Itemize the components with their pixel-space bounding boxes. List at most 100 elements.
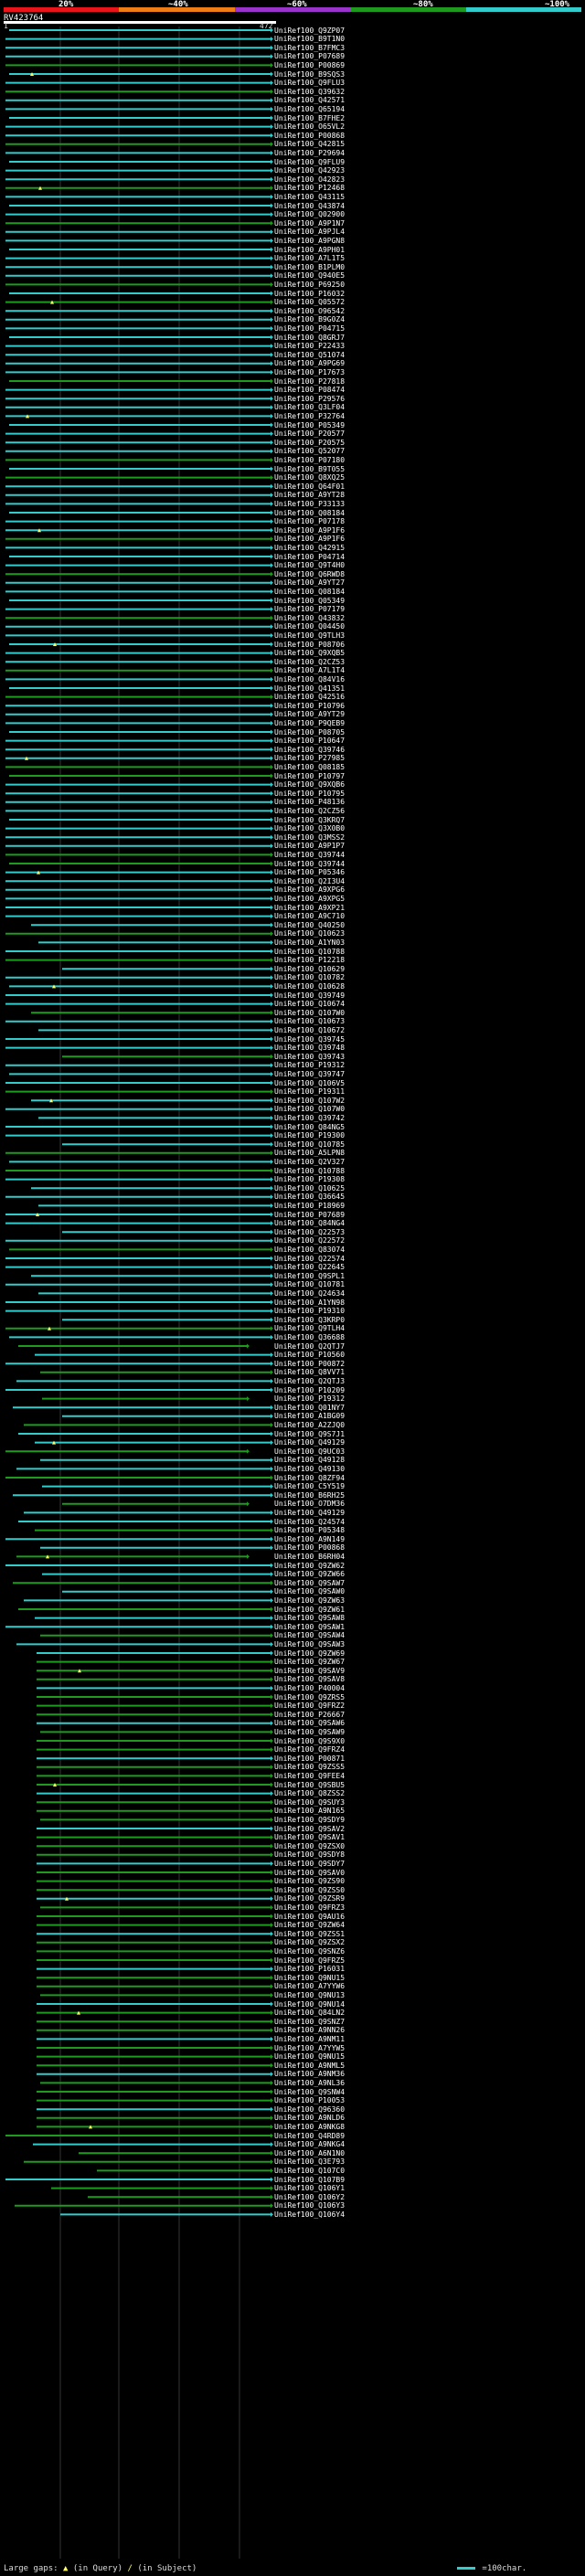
hit-label[interactable]: UniRef100_Q39749: [274, 991, 346, 1000]
hit-label[interactable]: UniRef100_Q05572: [274, 298, 346, 307]
hit-label[interactable]: UniRef100_Q22574: [274, 1254, 346, 1263]
hit-label[interactable]: UniRef100_Q9SNZ7: [274, 2017, 346, 2026]
hit-label[interactable]: UniRef100_P29576: [274, 394, 346, 403]
hit-label[interactable]: UniRef100_A9NKG8: [274, 2122, 346, 2131]
hit-label[interactable]: UniRef100_B9SQS3: [274, 69, 346, 79]
hit-label[interactable]: UniRef100_Q9ZP07: [274, 26, 346, 35]
hit-label[interactable]: UniRef100_P33133: [274, 499, 346, 508]
hit-label[interactable]: UniRef100_Q9ZW66: [274, 1570, 346, 1579]
hit-label[interactable]: UniRef100_P07179: [274, 605, 346, 614]
hit-label[interactable]: UniRef100_Q42815: [274, 140, 346, 149]
hit-label[interactable]: UniRef100_P10560: [274, 1351, 346, 1360]
hit-label[interactable]: UniRef100_A9XPG6: [274, 885, 346, 895]
hit-label[interactable]: UniRef100_Q9SBU5: [274, 1780, 346, 1789]
hit-label[interactable]: UniRef100_A2ZJQ0: [274, 1420, 346, 1429]
hit-label[interactable]: UniRef100_Q10625: [274, 1183, 346, 1193]
hit-label[interactable]: UniRef100_P17673: [274, 367, 346, 376]
hit-label[interactable]: UniRef100_P18969: [274, 1201, 346, 1210]
hit-label[interactable]: UniRef100_Q84LN2: [274, 2009, 346, 2018]
hit-label[interactable]: UniRef100_Q40250: [274, 920, 346, 929]
hit-label[interactable]: UniRef100_Q08184: [274, 508, 346, 517]
hit-label[interactable]: UniRef100_Q9ZW62: [274, 1561, 346, 1570]
hit-label[interactable]: UniRef100_P27985: [274, 754, 346, 763]
hit-label[interactable]: UniRef100_Q41351: [274, 684, 346, 693]
hit-label[interactable]: UniRef100_P16032: [274, 289, 346, 298]
hit-label[interactable]: UniRef100_Q9ZW61: [274, 1605, 346, 1614]
hit-label[interactable]: UniRef100_P00872: [274, 1359, 346, 1368]
hit-label[interactable]: UniRef100_A6N1N0: [274, 2148, 346, 2157]
hit-label[interactable]: UniRef100_Q08184: [274, 587, 346, 596]
hit-label[interactable]: UniRef100_Q65194: [274, 104, 346, 113]
hit-label[interactable]: UniRef100_Q106Y1: [274, 2184, 346, 2193]
hit-label[interactable]: UniRef100_P9QEB9: [274, 718, 346, 727]
hit-label[interactable]: UniRef100_Q107W2: [274, 1096, 346, 1105]
hit-label[interactable]: UniRef100_Q83074: [274, 1245, 346, 1254]
hit-label[interactable]: UniRef100_B9T055: [274, 464, 346, 473]
hit-label[interactable]: UniRef100_Q9SAW3: [274, 1639, 346, 1648]
hit-label[interactable]: UniRef100_Q9ZW63: [274, 1595, 346, 1605]
hit-label[interactable]: UniRef100_P10053: [274, 2096, 346, 2105]
hit-label[interactable]: UniRef100_Q08185: [274, 762, 346, 771]
hit-label[interactable]: UniRef100_Q42915: [274, 543, 346, 552]
hit-label[interactable]: UniRef100_Q9FLU9: [274, 157, 346, 166]
hit-label[interactable]: UniRef100_Q9ZW69: [274, 1648, 346, 1658]
hit-label[interactable]: UniRef100_P27818: [274, 376, 346, 386]
hit-label[interactable]: UniRef100_Q3KRQ7: [274, 815, 346, 824]
hit-label[interactable]: UniRef100_Q2CZ56: [274, 806, 346, 815]
hit-label[interactable]: UniRef100_P20575: [274, 438, 346, 447]
hit-label[interactable]: UniRef100_A9P1N7: [274, 218, 346, 228]
hit-label[interactable]: UniRef100_Q106Y2: [274, 2192, 346, 2201]
hit-label[interactable]: UniRef100_P12218: [274, 956, 346, 965]
hit-label[interactable]: UniRef100_P04714: [274, 552, 346, 561]
hit-label[interactable]: UniRef100_Q39744: [274, 859, 346, 868]
hit-label[interactable]: UniRef100_B1PLM0: [274, 262, 346, 271]
hit-label[interactable]: UniRef100_Q107W0: [274, 1008, 346, 1017]
hit-label[interactable]: UniRef100_B9T1N0: [274, 35, 346, 44]
hit-label[interactable]: UniRef100_Q39744: [274, 850, 346, 859]
hit-label[interactable]: UniRef100_Q9ZSX2: [274, 1938, 346, 1947]
hit-label[interactable]: UniRef100_Q9NU15: [274, 2052, 346, 2062]
hit-label[interactable]: UniRef100_Q43874: [274, 201, 346, 210]
hit-label[interactable]: UniRef100_P40004: [274, 1683, 346, 1692]
hit-label[interactable]: UniRef100_P04715: [274, 323, 346, 333]
hit-label[interactable]: UniRef100_P08706: [274, 640, 346, 649]
hit-label[interactable]: UniRef100_Q9SDY8: [274, 1850, 346, 1860]
hit-label[interactable]: UniRef100_Q9SNZ6: [274, 1946, 346, 1956]
hit-label[interactable]: UniRef100_Q9SAW6: [274, 1719, 346, 1728]
hit-label[interactable]: UniRef100_Q9SAW9: [274, 1727, 346, 1736]
hit-label[interactable]: UniRef100_Q9SAV9: [274, 1666, 346, 1675]
hit-label[interactable]: UniRef100_Q9FRZ2: [274, 1701, 346, 1711]
hit-label[interactable]: UniRef100_P16031: [274, 1965, 346, 1974]
hit-label[interactable]: UniRef100_Q39746: [274, 745, 346, 754]
hit-label[interactable]: UniRef100_O7DM36: [274, 1500, 346, 1509]
hit-label[interactable]: UniRef100_Q106Y3: [274, 2201, 346, 2210]
hit-label[interactable]: UniRef100_P22433: [274, 342, 346, 351]
hit-label[interactable]: UniRef100_A5LPN8: [274, 1149, 346, 1158]
hit-label[interactable]: UniRef100_A7L1T4: [274, 666, 346, 675]
hit-label[interactable]: UniRef100_Q9SDY7: [274, 1859, 346, 1868]
hit-label[interactable]: UniRef100_A9NM11: [274, 2034, 346, 2043]
hit-label[interactable]: UniRef100_Q39742: [274, 1113, 346, 1122]
hit-label[interactable]: UniRef100_A7YYW5: [274, 2043, 346, 2052]
hit-label[interactable]: UniRef100_P00871: [274, 1754, 346, 1763]
hit-label[interactable]: UniRef100_Q10782: [274, 973, 346, 982]
hit-label[interactable]: UniRef100_A9N165: [274, 1807, 346, 1816]
hit-label[interactable]: UniRef100_A9P1F6: [274, 525, 346, 535]
hit-label[interactable]: UniRef100_Q10628: [274, 981, 346, 991]
hit-label[interactable]: UniRef100_Q01NY7: [274, 1403, 346, 1412]
hit-label[interactable]: UniRef100_A9XPG5: [274, 894, 346, 903]
hit-label[interactable]: UniRef100_Q107C0: [274, 2166, 346, 2175]
hit-label[interactable]: UniRef100_B7FHE2: [274, 113, 346, 122]
hit-label[interactable]: UniRef100_A9P1P7: [274, 842, 346, 851]
hit-label[interactable]: UniRef100_Q22573: [274, 1227, 346, 1236]
hit-label[interactable]: UniRef100_P19312: [274, 1061, 346, 1070]
hit-label[interactable]: UniRef100_P32764: [274, 411, 346, 420]
hit-label[interactable]: UniRef100_Q9SUY3: [274, 1797, 346, 1807]
hit-label[interactable]: UniRef100_Q9T4H0: [274, 561, 346, 570]
hit-label[interactable]: UniRef100_Q96360: [274, 2104, 346, 2114]
hit-label[interactable]: UniRef100_Q9XQB5: [274, 649, 346, 658]
hit-label[interactable]: UniRef100_Q9ZRS5: [274, 1692, 346, 1701]
hit-label[interactable]: UniRef100_Q940E5: [274, 271, 346, 281]
hit-label[interactable]: UniRef100_Q3E793: [274, 2157, 346, 2167]
hit-label[interactable]: UniRef100_A1BG09: [274, 1412, 346, 1421]
